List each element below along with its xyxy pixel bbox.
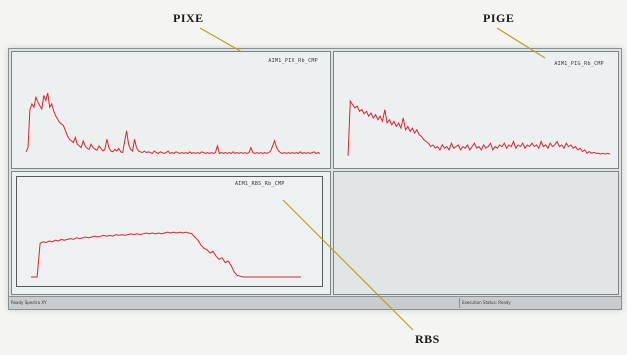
pixe-spectrum-plot bbox=[25, 92, 321, 155]
status-text-left: Ready Spectra XY bbox=[11, 300, 47, 305]
rbs-plot-frame: AIM1_RBS_Rb_CMP bbox=[16, 176, 323, 287]
rbs-spectrum-pane[interactable]: AIM1_RBS_Rb_CMP bbox=[11, 171, 331, 295]
pige-spectrum-plot bbox=[347, 99, 611, 156]
status-separator bbox=[459, 298, 460, 308]
pige-spectrum-trace bbox=[347, 99, 611, 156]
pixe-spectrum-pane[interactable]: AIM1_PIX_Rb_CMP bbox=[11, 51, 331, 169]
pixe-filename: AIM1_PIX_Rb_CMP bbox=[268, 58, 318, 64]
pige-callout-label: PIGE bbox=[483, 11, 515, 25]
pixe-callout-label: PIXE bbox=[173, 11, 204, 25]
rbs-spectrum-plot bbox=[31, 231, 301, 278]
pixe-spectrum-trace bbox=[25, 92, 321, 155]
status-text-right: Execution Status: Ready bbox=[462, 300, 511, 305]
rbs-callout-label: RBS bbox=[415, 332, 440, 346]
pige-filename: AIM1_PIG_Rb_CMP bbox=[554, 61, 604, 67]
pige-spectrum-pane[interactable]: AIM1_PIG_Rb_CMP bbox=[333, 51, 619, 169]
rbs-filename: AIM1_RBS_Rb_CMP bbox=[235, 181, 285, 187]
status-bar: Ready Spectra XY Execution Status: Ready bbox=[9, 296, 621, 309]
spectrum-viewer-window: AIM1_PIX_Rb_CMP AIM1_PIG_Rb_CMP AIM1_RBS… bbox=[8, 48, 622, 310]
rbs-spectrum-trace bbox=[31, 231, 301, 278]
empty-spectrum-pane[interactable] bbox=[333, 171, 619, 295]
